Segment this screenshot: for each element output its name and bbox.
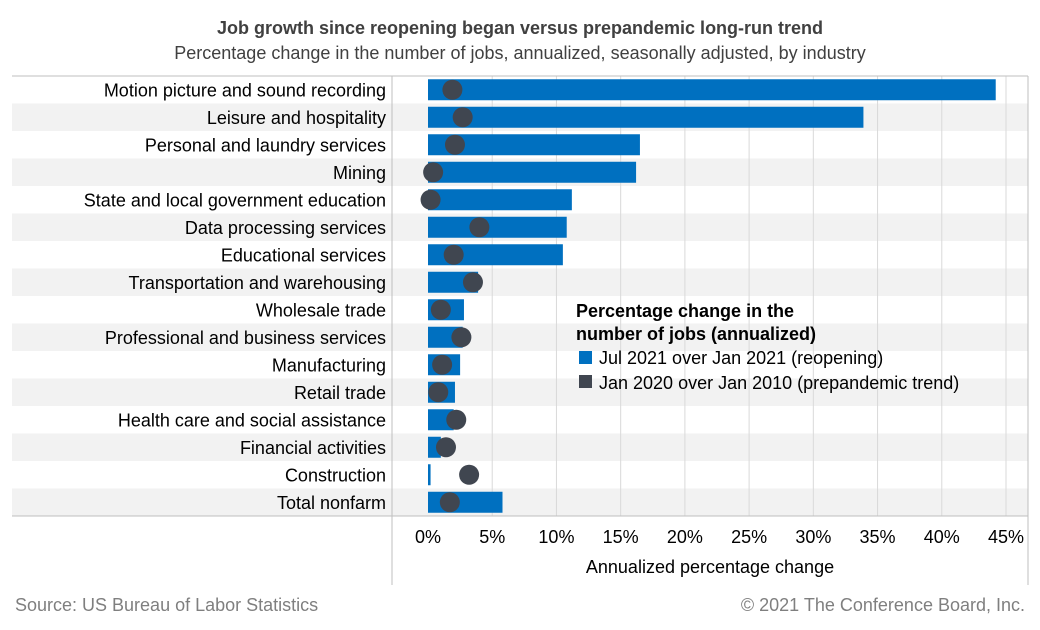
bar [428, 106, 864, 128]
category-label: Transportation and warehousing [129, 273, 387, 293]
bar [428, 161, 637, 183]
source-note: Source: US Bureau of Labor Statistics [15, 595, 319, 615]
category-labels: Motion picture and sound recording Leisur… [84, 80, 386, 513]
x-tick-label: 40% [924, 527, 960, 547]
category-label: Wholesale trade [256, 300, 386, 320]
bar [428, 79, 996, 101]
row-stripe [12, 378, 1028, 406]
category-label: Retail trade [294, 383, 386, 403]
dot-marker [435, 437, 456, 458]
dot-marker [423, 162, 444, 183]
x-tick-label: 35% [860, 527, 896, 547]
chart-subtitle: Percentage change in the number of jobs,… [174, 43, 866, 63]
chart-title: Job growth since reopening began versus … [216, 18, 824, 38]
bar [428, 134, 640, 156]
bar [428, 491, 503, 513]
x-tick-labels: 0% 5% 10% 15% 20% 25% 30% 35% 40% 45% [415, 527, 1024, 547]
row-stripe [12, 268, 1028, 296]
category-label: Health care and social assistance [118, 410, 386, 430]
category-label: Personal and laundry services [145, 135, 386, 155]
dot-series [420, 79, 490, 513]
row-stripe [12, 433, 1028, 461]
category-label: Educational services [221, 245, 386, 265]
legend-title-line2: number of jobs (annualized) [576, 324, 816, 344]
dot-marker [459, 464, 480, 485]
category-label: Motion picture and sound recording [104, 80, 386, 100]
x-tick-label: 45% [988, 527, 1024, 547]
x-tick-label: 0% [415, 527, 441, 547]
row-stripe [12, 488, 1028, 516]
dot-marker [430, 299, 451, 320]
x-tick-label: 15% [603, 527, 639, 547]
category-label: Construction [285, 465, 386, 485]
dot-marker [446, 409, 467, 430]
bar [428, 464, 431, 486]
dot-marker [439, 492, 460, 513]
bar [428, 216, 567, 238]
dot-marker [420, 189, 441, 210]
x-tick-label: 25% [731, 527, 767, 547]
category-label: Data processing services [185, 218, 386, 238]
dot-marker [462, 272, 483, 293]
bar-chart: Motion picture and sound recording Leisur… [12, 75, 1029, 585]
category-label: Leisure and hospitality [207, 108, 386, 128]
category-label: Professional and business services [105, 328, 386, 348]
dot-marker [432, 354, 453, 375]
x-tick-label: 10% [538, 527, 574, 547]
dot-marker [443, 244, 464, 265]
row-stripe [12, 323, 1028, 351]
dot-marker [469, 217, 490, 238]
dot-marker [452, 107, 473, 128]
category-label: State and local government education [84, 190, 386, 210]
x-tick-label: 30% [795, 527, 831, 547]
bar [428, 409, 454, 431]
legend-bar-label: Jul 2021 over Jan 2021 (reopening) [599, 348, 883, 368]
legend-title-line1: Percentage change in the [576, 301, 794, 321]
category-label: Mining [333, 163, 386, 183]
dot-marker [428, 382, 449, 403]
legend-bar-swatch [579, 351, 592, 364]
category-label: Total nonfarm [277, 493, 386, 513]
legend-dot-label: Jan 2020 over Jan 2010 (prepandemic tren… [599, 373, 959, 393]
legend: Percentage change in the number of jobs … [576, 301, 959, 393]
category-label: Financial activities [240, 438, 386, 458]
x-tick-label: 20% [667, 527, 703, 547]
bar [428, 189, 572, 211]
dot-marker [442, 79, 463, 100]
plot-frame [12, 75, 1029, 585]
dot-marker [451, 327, 472, 348]
copyright-note: © 2021 The Conference Board, Inc. [740, 595, 1025, 615]
x-tick-label: 5% [479, 527, 505, 547]
bar-series [428, 79, 996, 513]
legend-dot-swatch [579, 375, 592, 388]
dot-marker [444, 134, 465, 155]
x-axis-label: Annualized percentage change [586, 557, 834, 577]
category-label: Manufacturing [272, 355, 386, 375]
